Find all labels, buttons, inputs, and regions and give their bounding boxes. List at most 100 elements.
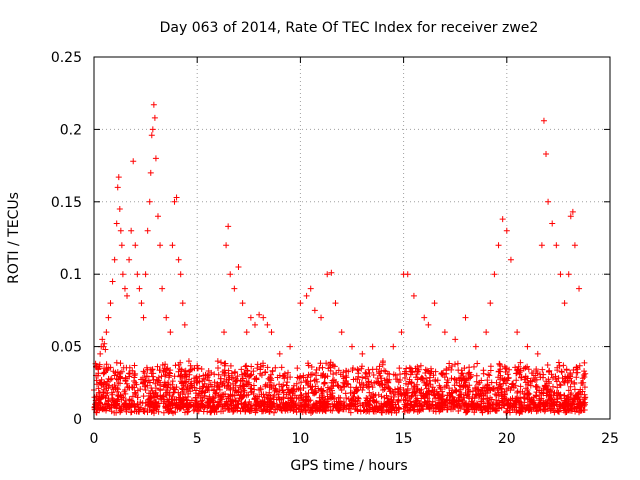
data-point xyxy=(268,329,275,336)
data-point xyxy=(493,379,500,386)
data-point xyxy=(101,379,108,386)
data-point xyxy=(183,387,190,394)
data-point xyxy=(462,389,469,396)
x-tick-label: 5 xyxy=(193,431,202,447)
data-point xyxy=(109,278,116,285)
data-point xyxy=(524,387,531,394)
data-point xyxy=(152,389,159,396)
data-point xyxy=(117,227,124,234)
data-point xyxy=(223,242,230,249)
data-point xyxy=(214,358,221,365)
data-point xyxy=(441,384,448,391)
data-point xyxy=(147,169,154,176)
data-point xyxy=(379,387,386,394)
plot-frame xyxy=(93,56,611,420)
data-point xyxy=(400,387,407,394)
data-point xyxy=(181,321,188,328)
data-point xyxy=(142,271,149,278)
data-point xyxy=(514,329,521,336)
data-point xyxy=(514,389,521,396)
y-tick-label: 0 xyxy=(73,412,82,428)
grid-layer xyxy=(94,57,610,419)
data-point xyxy=(235,263,242,270)
x-axis-label: GPS time / hours xyxy=(290,458,407,474)
data-point xyxy=(121,285,128,292)
data-point xyxy=(154,213,161,220)
data-point xyxy=(146,198,153,205)
data-point xyxy=(101,340,108,347)
data-point xyxy=(251,321,258,328)
data-point xyxy=(487,300,494,307)
data-point xyxy=(571,242,578,249)
data-point xyxy=(119,271,126,278)
data-point xyxy=(243,329,250,336)
data-point xyxy=(105,314,112,321)
data-point xyxy=(124,292,131,299)
data-point xyxy=(410,384,417,391)
data-point xyxy=(221,329,228,336)
data-point xyxy=(185,358,192,365)
data-point xyxy=(472,387,479,394)
data-point xyxy=(553,242,560,249)
data-point xyxy=(452,336,459,343)
data-point xyxy=(425,321,432,328)
data-point xyxy=(118,242,125,249)
data-point xyxy=(324,271,331,278)
data-point xyxy=(404,271,411,278)
data-point xyxy=(169,242,176,249)
data-point xyxy=(102,346,109,353)
data-point xyxy=(538,242,545,249)
x-tick-label: 0 xyxy=(90,431,99,447)
data-point xyxy=(349,343,355,350)
y-tick-label: 0.15 xyxy=(51,195,82,211)
data-point xyxy=(159,285,166,292)
data-point xyxy=(495,242,502,249)
data-point xyxy=(503,227,510,234)
data-point xyxy=(194,365,201,372)
data-point xyxy=(140,314,147,321)
data-point xyxy=(534,350,541,357)
data-point xyxy=(421,379,428,386)
data-point xyxy=(260,314,267,321)
data-point xyxy=(256,387,263,394)
data-point xyxy=(390,343,397,350)
data-point xyxy=(483,329,490,336)
noise-scatter-marks xyxy=(91,359,589,417)
data-point xyxy=(338,329,345,336)
data-point xyxy=(134,271,141,278)
data-point xyxy=(287,343,294,350)
y-tick-label: 0.1 xyxy=(60,267,82,283)
data-point xyxy=(163,387,170,394)
data-point xyxy=(359,387,366,394)
data-point xyxy=(142,387,149,394)
data-point xyxy=(171,198,178,205)
data-point xyxy=(132,242,139,249)
data-point xyxy=(534,384,541,391)
data-point xyxy=(398,329,405,336)
data-point xyxy=(167,329,174,336)
data-point xyxy=(569,208,576,215)
data-point xyxy=(214,384,221,391)
data-point xyxy=(152,155,159,162)
data-point xyxy=(452,387,459,394)
data-point xyxy=(491,271,498,278)
data-point xyxy=(113,220,120,227)
data-point xyxy=(138,300,145,307)
data-point xyxy=(231,285,238,292)
data-point xyxy=(173,384,180,391)
data-point xyxy=(266,384,273,391)
data-point xyxy=(503,387,510,394)
data-point xyxy=(163,314,170,321)
y-tick-label: 0.25 xyxy=(51,50,82,66)
data-point xyxy=(524,343,531,350)
axis-ticks-layer: 0 5 10 15 20 25 0 0.05 0.1 0.15 0.2 0.25 xyxy=(51,50,619,447)
x-tick-label: 15 xyxy=(395,431,413,447)
data-point xyxy=(369,384,376,391)
data-point xyxy=(431,300,438,307)
data-point xyxy=(136,285,143,292)
data-point xyxy=(307,285,314,292)
data-point xyxy=(565,394,572,401)
data-point xyxy=(297,300,304,307)
data-point xyxy=(332,300,339,307)
data-point xyxy=(95,365,102,372)
